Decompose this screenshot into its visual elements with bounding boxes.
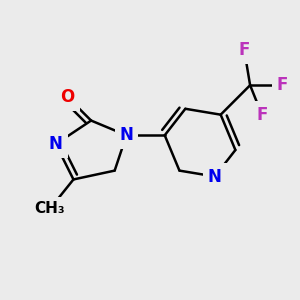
Text: F: F: [256, 106, 268, 124]
Text: F: F: [277, 76, 288, 94]
Text: N: N: [119, 126, 134, 144]
Text: N: N: [208, 167, 222, 185]
Text: F: F: [238, 41, 250, 59]
Text: O: O: [60, 88, 75, 106]
Text: N: N: [49, 135, 63, 153]
Text: CH₃: CH₃: [34, 201, 65, 216]
